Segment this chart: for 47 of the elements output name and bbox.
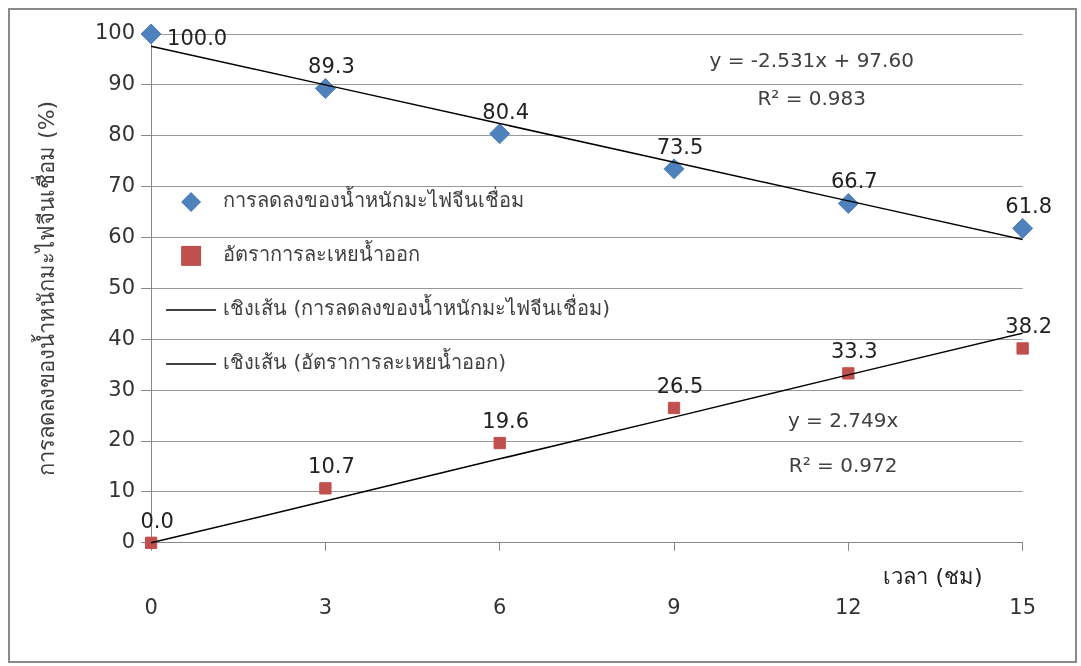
annotation: y = 2.749x bbox=[787, 407, 899, 432]
data-label: 61.8 bbox=[1005, 194, 1053, 219]
point bbox=[493, 436, 506, 450]
y-tick-label: 10 bbox=[108, 478, 136, 503]
data-label: 33.3 bbox=[830, 339, 878, 364]
data-label: 89.3 bbox=[308, 54, 355, 79]
y-tick-label: 40 bbox=[108, 325, 136, 350]
point bbox=[1016, 342, 1029, 355]
data-label: 66.7 bbox=[830, 169, 878, 194]
y-tick-label: 50 bbox=[108, 274, 136, 299]
data-label: 19.6 bbox=[482, 409, 530, 434]
data-label: 73.5 bbox=[656, 134, 704, 159]
y-tick-label: 80 bbox=[108, 122, 136, 147]
x-tick-label: 15 bbox=[1009, 594, 1037, 619]
y-tick-label: 20 bbox=[108, 427, 136, 452]
x-tick-label: 12 bbox=[834, 594, 862, 619]
legend-label: เชิงเส้น (การลดลงของน้ำหนักมะไฟจีนเชื่อม) bbox=[223, 294, 611, 321]
y-tick-label: 60 bbox=[108, 223, 136, 248]
point bbox=[1012, 217, 1034, 239]
y-tick-label: 90 bbox=[108, 71, 136, 96]
y-tick-label: 70 bbox=[108, 173, 136, 198]
data-label: 10.7 bbox=[308, 454, 355, 479]
point bbox=[319, 482, 332, 495]
y-axis-title: การลดลงของน้ำหนักมะไฟจีนเชื่อม (%) bbox=[30, 100, 59, 476]
y-tick-label: 30 bbox=[108, 376, 136, 401]
annotation: R² = 0.972 bbox=[788, 453, 898, 478]
point bbox=[140, 23, 162, 45]
annotation: R² = 0.983 bbox=[757, 86, 867, 111]
x-tick-label: 9 bbox=[667, 594, 681, 619]
y-tick-label: 100 bbox=[94, 20, 136, 45]
y-tick-label: 0 bbox=[121, 529, 136, 554]
point bbox=[489, 123, 511, 145]
legend-label: อัตราการละเหยน้ำออก bbox=[223, 240, 421, 267]
x-tick-label: 6 bbox=[493, 594, 507, 619]
x-tick-label: 3 bbox=[318, 594, 333, 619]
x-axis-title: เวลา (ชม) bbox=[883, 563, 983, 589]
data-label: 0.0 bbox=[140, 508, 174, 533]
point bbox=[667, 401, 681, 415]
legend-label: การลดลงของน้ำหนักมะไฟจีนเชื่อม bbox=[223, 186, 525, 213]
annotation: y = -2.531x + 97.60 bbox=[709, 47, 914, 72]
data-label: 100.0 bbox=[167, 26, 228, 51]
data-label: 80.4 bbox=[482, 99, 530, 124]
point bbox=[663, 158, 685, 180]
legend-label: เชิงเส้น (อัตราการละเหยน้ำออก) bbox=[223, 348, 507, 375]
x-tick-label: 0 bbox=[144, 594, 158, 619]
data-label: 38.2 bbox=[1005, 314, 1053, 339]
data-label: 26.5 bbox=[656, 373, 704, 398]
